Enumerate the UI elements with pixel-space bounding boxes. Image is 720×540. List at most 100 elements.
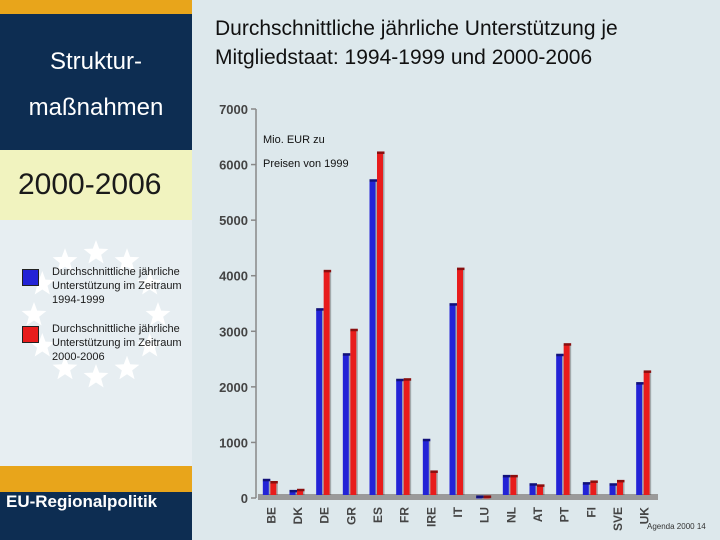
- eu-star-icon: [29, 271, 55, 295]
- x-tick-label: DE: [318, 507, 332, 524]
- y-tick-label: 0: [241, 491, 248, 506]
- y-tick-label: 3000: [219, 324, 248, 339]
- bar-shade: [463, 269, 465, 495]
- bar-top: [537, 484, 545, 487]
- bar-shade: [295, 491, 297, 495]
- bar-GR-1994-1999: [342, 355, 349, 495]
- bar-ES-2000-2006: [377, 153, 383, 495]
- bar-top: [457, 267, 465, 271]
- legend-swatch-blue: [22, 269, 39, 286]
- y-tick-label: 2000: [219, 380, 248, 395]
- bar-shade: [348, 355, 351, 495]
- bar-NL-1994-1999: [502, 476, 509, 495]
- bar-FR-1994-1999: [396, 380, 403, 495]
- bar-top: [342, 353, 351, 356]
- x-tick-label: FI: [584, 507, 598, 518]
- x-tick-label: UK: [638, 507, 652, 525]
- chart-title: Durchschnittliche jährliche Unterstützun…: [215, 17, 618, 69]
- bar-top: [297, 488, 305, 492]
- bar-shade: [455, 305, 457, 495]
- bar-shade: [535, 485, 537, 495]
- x-axis-base: [258, 494, 658, 500]
- footer-label: EU-Regionalpolitik: [6, 492, 158, 511]
- x-tick-label: GR: [344, 507, 358, 525]
- legend-swatch-red: [22, 326, 39, 343]
- section-title-line1: Struktur-: [49, 48, 142, 75]
- bar-shade: [276, 482, 278, 495]
- bar-shade: [649, 372, 652, 495]
- bar-top: [430, 470, 438, 473]
- bar-top: [556, 353, 564, 357]
- bar-AT-1994-1999: [529, 485, 536, 495]
- section-title-line2: maßnahmen: [28, 94, 164, 121]
- y-tick-label: 5000: [219, 213, 248, 228]
- bar-shade: [375, 181, 377, 495]
- footer-bar: [0, 492, 192, 540]
- bar-top: [510, 474, 518, 478]
- bar-shade: [383, 153, 385, 495]
- bar-top: [582, 482, 591, 485]
- bar-shade: [588, 484, 591, 495]
- eu-star-icon: [83, 240, 109, 264]
- bar-SVE-2000-2006: [617, 481, 623, 495]
- bar-IT-2000-2006: [457, 269, 463, 495]
- bar-DK-2000-2006: [297, 490, 303, 495]
- bar-shade: [436, 472, 438, 495]
- bar-shade: [329, 271, 332, 495]
- bar-AT-2000-2006: [537, 486, 543, 495]
- bar-DE-1994-1999: [316, 310, 323, 495]
- x-tick-label: NL: [504, 507, 518, 523]
- x-tick-label: ES: [371, 507, 385, 523]
- bar-DE-2000-2006: [323, 271, 330, 495]
- bar-top: [316, 308, 324, 311]
- x-tick-label: PT: [558, 506, 572, 522]
- bar-top: [502, 474, 511, 478]
- bar-shade: [428, 440, 431, 495]
- eu-star-icon: [52, 248, 78, 272]
- unit-label-line2: Preisen von 1999: [263, 158, 349, 170]
- bar-BE-1994-1999: [262, 480, 269, 495]
- period-label: 2000-2006: [18, 168, 162, 201]
- bar-top: [369, 179, 377, 182]
- bar-IRE-1994-1999: [422, 440, 429, 495]
- bar-shade: [268, 480, 271, 495]
- eu-star-icon: [137, 333, 163, 357]
- bar-shade: [356, 330, 358, 495]
- bar-top: [422, 438, 431, 442]
- bar-top: [617, 479, 625, 483]
- bar-top: [476, 495, 484, 498]
- bar-shade: [615, 485, 617, 495]
- bar-UK-1994-1999: [636, 384, 643, 495]
- bar-shade: [516, 476, 518, 495]
- bar-FI-1994-1999: [582, 484, 589, 495]
- bar-top: [377, 151, 385, 154]
- bar-top: [643, 370, 652, 373]
- bar-top: [270, 480, 278, 484]
- legend-label: Durchschnittliche jährliche Unterstützun…: [52, 323, 182, 363]
- unit-label-line1: Mio. EUR zu: [263, 134, 325, 146]
- top-accent-bar: [0, 0, 192, 14]
- bar-shade: [303, 490, 305, 495]
- bar-PT-2000-2006: [563, 345, 570, 495]
- eu-star-icon: [114, 248, 140, 272]
- eu-star-icon: [114, 355, 140, 380]
- bar-shade: [409, 380, 412, 495]
- bar-IRE-2000-2006: [430, 472, 437, 495]
- bar-top: [289, 489, 297, 493]
- x-tick-label: IRE: [424, 507, 438, 527]
- chart-panel: [192, 0, 720, 540]
- x-tick-label: BE: [264, 507, 278, 524]
- bar-shade: [623, 481, 625, 495]
- bar-NL-2000-2006: [510, 476, 517, 495]
- y-tick-label: 7000: [219, 102, 248, 117]
- x-tick-label: DK: [291, 507, 305, 525]
- bar-shade: [642, 384, 644, 495]
- bar-top: [449, 303, 457, 306]
- bar-FR-2000-2006: [403, 380, 410, 495]
- bar-GR-2000-2006: [350, 330, 357, 495]
- bar-FI-2000-2006: [590, 482, 597, 495]
- bar-top: [483, 495, 492, 498]
- bar-top: [529, 483, 537, 486]
- bar-shade: [402, 380, 404, 495]
- bar-top: [403, 378, 412, 381]
